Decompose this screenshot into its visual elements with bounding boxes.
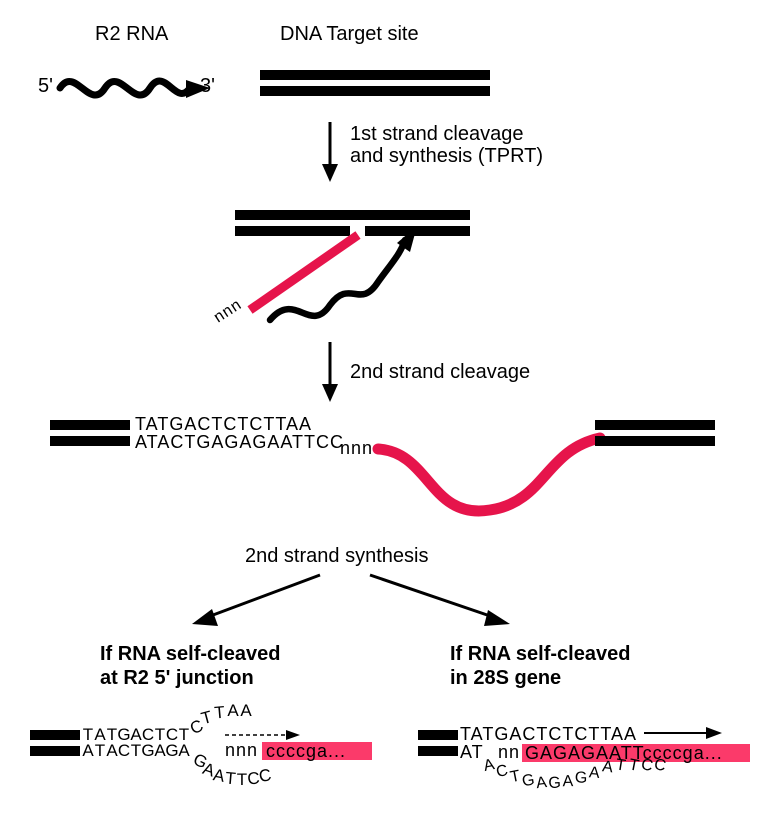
svg-text:A: A <box>562 773 573 790</box>
svg-text:nnn: nnn <box>211 296 245 326</box>
second-cleavage-complex: TATGACTCTCTTAA ATACTGAGAGAATTCC nnn <box>50 414 715 511</box>
five-prime-label: 5' <box>38 75 53 97</box>
svg-text:A: A <box>178 741 190 760</box>
right-branch-title: If RNA self-cleaved in 28S gene <box>450 643 636 689</box>
svg-text:A: A <box>227 701 239 720</box>
svg-text:nnn: nnn <box>225 740 258 760</box>
right-outcome: TATGACTCTCTTAA AT nn GAGAGAATTccccga... … <box>418 724 750 792</box>
arrow-step2 <box>322 342 338 402</box>
svg-text:C: C <box>257 765 272 786</box>
left-red-seq: ccccga... <box>266 741 346 761</box>
svg-text:G: G <box>548 774 562 792</box>
svg-text:A: A <box>535 774 548 792</box>
svg-text:T: T <box>615 756 628 774</box>
svg-text:A: A <box>601 758 614 776</box>
svg-text:G: G <box>165 741 178 760</box>
svg-text:C: C <box>118 741 130 760</box>
tprt-complex: nnn <box>211 210 470 326</box>
seq-nnn-mid: nnn <box>340 438 373 458</box>
r2-rna-squiggle <box>60 80 210 98</box>
seq-upper-mid: TATGACTCTCTTAA <box>135 414 312 434</box>
svg-text:G: G <box>521 771 536 790</box>
left-outcome: TATGACTCTCTTAA ATACTGAGAGAATTCC nnn cccc… <box>30 701 372 789</box>
svg-text:A: A <box>588 764 600 782</box>
step3-label: 2nd strand synthesis <box>245 545 428 567</box>
svg-text:T: T <box>214 703 226 723</box>
left-branch-title: If RNA self-cleaved at R2 5' junction <box>100 643 286 689</box>
r2-rna-label: R2 RNA <box>95 23 169 45</box>
svg-text:A: A <box>106 741 118 760</box>
right-nn-seq: nn <box>498 742 520 762</box>
branch-arrow-right <box>370 575 510 626</box>
dna-target-top <box>260 70 490 96</box>
svg-text:T: T <box>95 741 105 760</box>
svg-text:G: G <box>575 769 588 786</box>
svg-text:C: C <box>653 756 668 775</box>
right-upper-seq: TATGACTCTCTTAA <box>460 724 637 744</box>
step2-label: 2nd strand cleavage <box>350 361 530 383</box>
svg-text:A: A <box>240 701 252 720</box>
right-at-seq: AT <box>460 742 484 762</box>
branch-arrow-left <box>192 575 320 626</box>
svg-text:T: T <box>237 770 247 789</box>
dna-target-label: DNA Target site <box>280 23 419 45</box>
svg-text:T: T <box>224 769 236 789</box>
svg-text:T: T <box>627 756 640 775</box>
svg-text:A: A <box>82 741 94 760</box>
step1-label: 1st strand cleavage and synthesis (TPRT) <box>350 123 543 167</box>
svg-text:T: T <box>509 768 522 787</box>
svg-text:C: C <box>495 762 510 781</box>
svg-text:G: G <box>141 741 154 760</box>
arrow-step1 <box>322 122 338 182</box>
seq-lower-mid: ATACTGAGAGAATTCC <box>135 432 344 452</box>
svg-text:T: T <box>131 741 141 760</box>
